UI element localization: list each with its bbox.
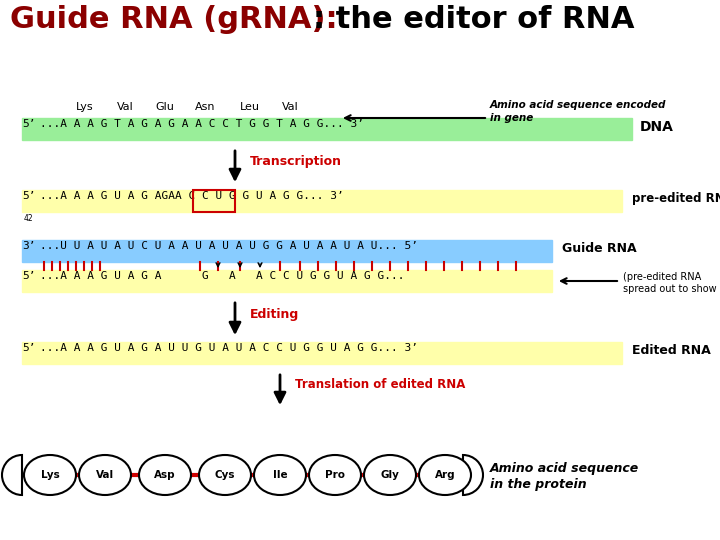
Text: : the editor of RNA: : the editor of RNA [313, 5, 634, 34]
Text: ...A A A G U A G A      G   A   A C C U G G U A G G...: ...A A A G U A G A G A A C C U G G U A G… [40, 271, 405, 281]
Bar [22, 118, 632, 140]
Text: in the protein: in the protein [490, 478, 587, 491]
Text: Leu: Leu [240, 102, 260, 112]
Text: Translation of edited RNA: Translation of edited RNA [295, 378, 465, 391]
Ellipse shape [419, 455, 471, 495]
Text: Val: Val [282, 102, 298, 112]
Text: ...A A A G T A G A G A A C C T G G T A G G... 3’: ...A A A G T A G A G A A C C T G G T A G… [40, 119, 364, 129]
Ellipse shape [364, 455, 416, 495]
Text: Amino acid sequence encoded: Amino acid sequence encoded [490, 100, 667, 110]
Ellipse shape [79, 455, 131, 495]
Text: Guide RNA: Guide RNA [562, 242, 636, 255]
Text: (pre-edited RNA: (pre-edited RNA [623, 272, 701, 282]
Text: Val: Val [96, 470, 114, 480]
Text: 5’: 5’ [22, 343, 35, 353]
Ellipse shape [309, 455, 361, 495]
Text: pre-edited RNA: pre-edited RNA [632, 192, 720, 205]
Text: Guide RNA (gRNA):: Guide RNA (gRNA): [10, 5, 338, 34]
Text: ...U U A U A U C U A A U A U A U G G A U A A U A U... 5’: ...U U A U A U C U A A U A U A U G G A U… [40, 241, 418, 251]
Wedge shape [463, 455, 483, 495]
Text: Arg: Arg [435, 470, 455, 480]
Text: ...A A A G U A G AGAA C C U G G U A G G... 3’: ...A A A G U A G AGAA C C U G G U A G G.… [40, 191, 343, 201]
Text: Asn: Asn [194, 102, 215, 112]
Text: Glu: Glu [156, 102, 174, 112]
Text: Amino acid sequence: Amino acid sequence [490, 462, 639, 475]
Text: Ile: Ile [273, 470, 287, 480]
Text: DNA: DNA [640, 120, 674, 134]
Text: Editing: Editing [250, 308, 300, 321]
Ellipse shape [199, 455, 251, 495]
Ellipse shape [254, 455, 306, 495]
Text: 5’: 5’ [22, 271, 35, 281]
Bar [22, 240, 552, 262]
Text: 5’: 5’ [22, 119, 35, 129]
Bar [22, 270, 552, 292]
Text: spread out to show alignment): spread out to show alignment) [623, 284, 720, 294]
Ellipse shape [24, 455, 76, 495]
Text: Lys: Lys [76, 102, 94, 112]
Text: Lys: Lys [40, 470, 59, 480]
Text: Cys: Cys [215, 470, 235, 480]
Text: Gly: Gly [381, 470, 400, 480]
Text: Pro: Pro [325, 470, 345, 480]
Text: Edited RNA: Edited RNA [632, 344, 711, 357]
Text: in gene: in gene [490, 113, 534, 123]
Text: ...A A A G U A G A U U G U A U A C C U G G U A G G... 3’: ...A A A G U A G A U U G U A U A C C U G… [40, 343, 418, 353]
Text: 3’: 3’ [22, 241, 35, 251]
Bar [22, 190, 622, 212]
Text: Val: Val [117, 102, 133, 112]
Wedge shape [2, 455, 22, 495]
Ellipse shape [139, 455, 191, 495]
Text: 5’: 5’ [22, 191, 35, 201]
Text: 42: 42 [24, 214, 34, 223]
Bar [22, 342, 622, 364]
Text: Asp: Asp [154, 470, 176, 480]
Text: Transcription: Transcription [250, 155, 342, 168]
Bar [193, 190, 235, 212]
